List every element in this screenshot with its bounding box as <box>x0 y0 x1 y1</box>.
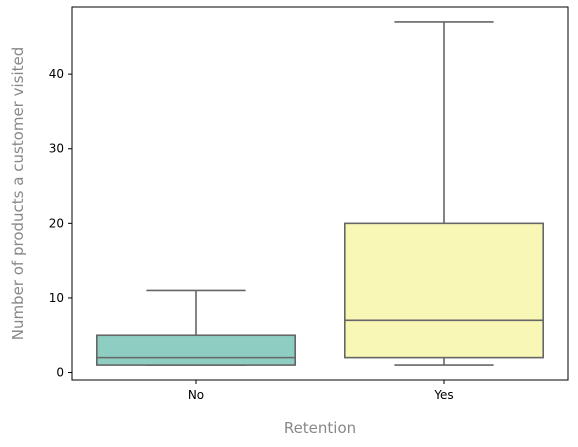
iqr-box <box>343 222 544 359</box>
y-axis-title: Number of products a customer visited <box>9 47 27 341</box>
y-tick-label: 20 <box>49 216 64 230</box>
plot-frame <box>71 6 569 381</box>
y-tick-label: 0 <box>56 366 64 380</box>
x-axis-title: Retention <box>284 419 356 437</box>
x-tick-label-yes: Yes <box>433 388 453 402</box>
y-axis-ticks: 0 10 20 30 40 <box>49 67 72 380</box>
x-axis-ticks: No Yes <box>188 380 454 402</box>
box-yes <box>343 21 544 366</box>
boxes <box>96 21 544 366</box>
y-tick-label: 30 <box>49 142 64 156</box>
box-no <box>96 289 296 366</box>
y-tick-label: 10 <box>49 291 64 305</box>
iqr-box <box>96 334 296 366</box>
x-tick-label-no: No <box>188 388 204 402</box>
y-tick-label: 40 <box>49 67 64 81</box>
